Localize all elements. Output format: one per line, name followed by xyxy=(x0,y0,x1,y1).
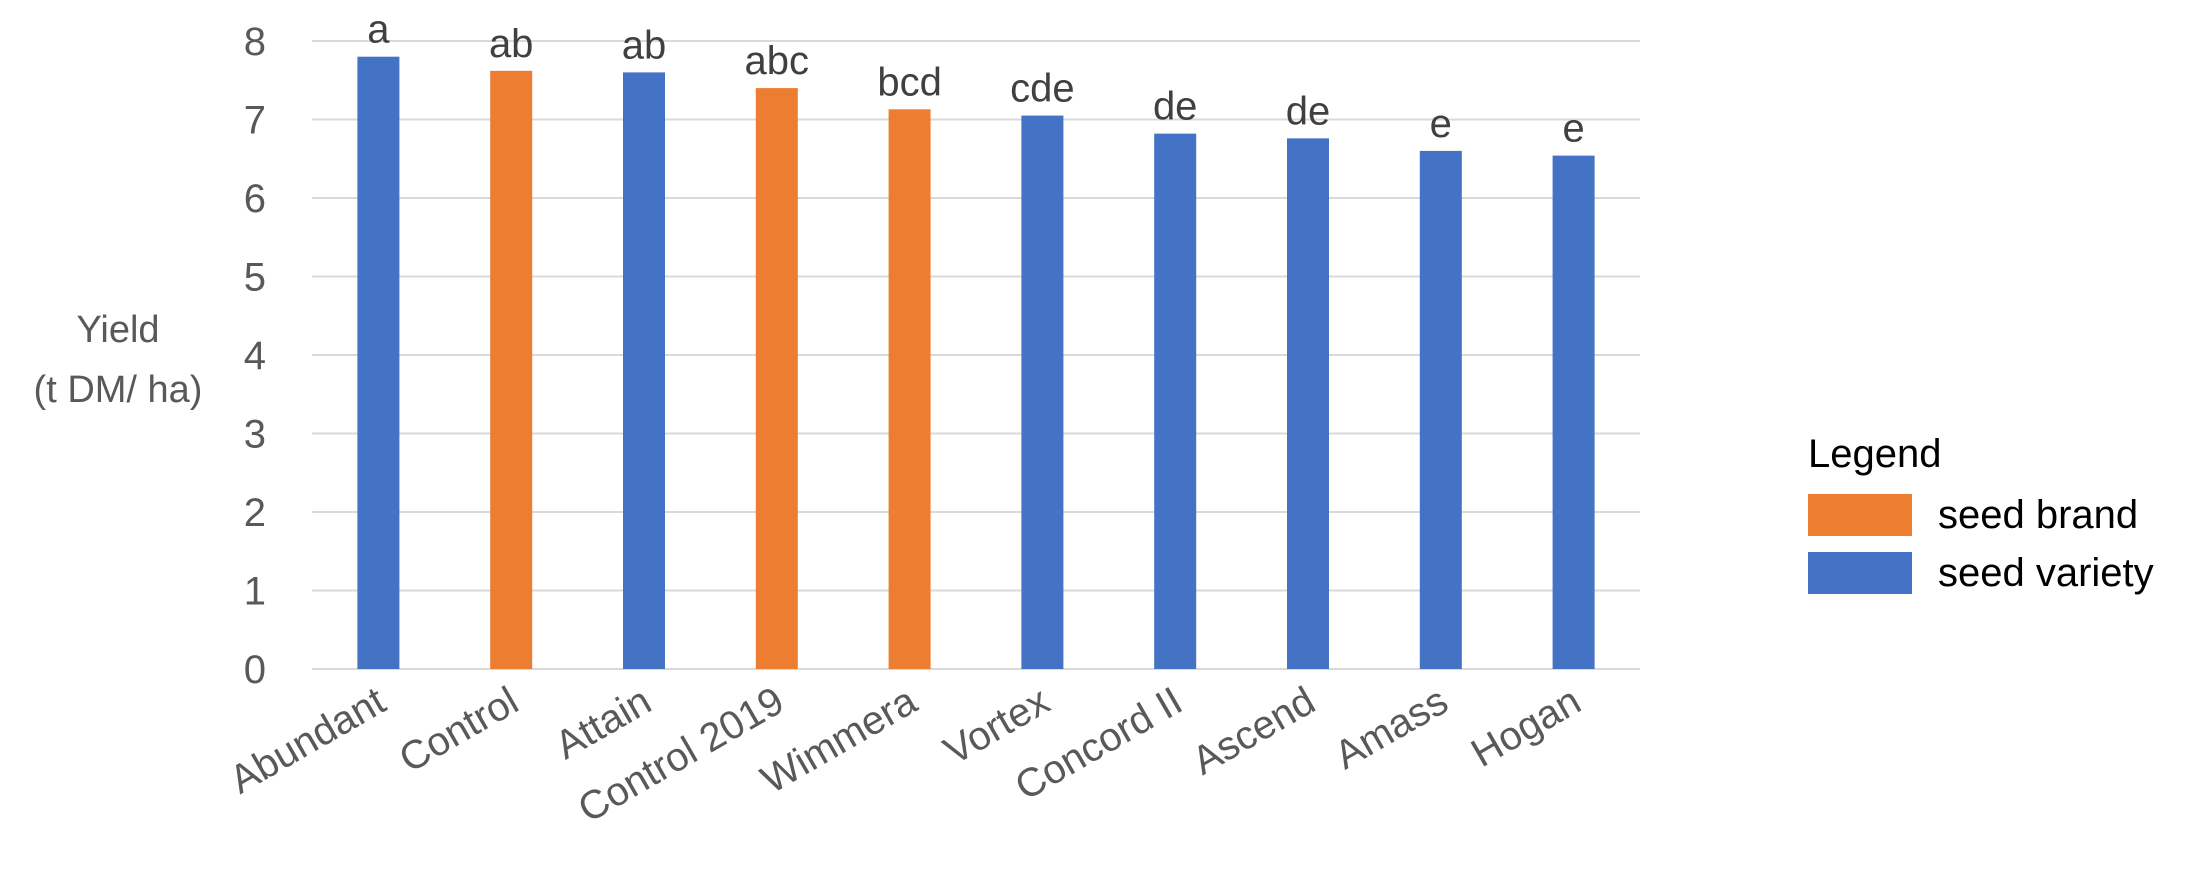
significance-letter: bcd xyxy=(877,60,942,104)
legend-swatch-seed-brand xyxy=(1808,494,1912,536)
y-tick-labels: 0 1 2 3 4 5 6 7 8 xyxy=(244,20,266,692)
significance-letter: ab xyxy=(489,22,534,66)
y-axis-label-line1: Yield xyxy=(76,309,159,351)
y-tick-label: 0 xyxy=(244,648,266,692)
significance-letter: e xyxy=(1430,102,1452,146)
y-tick-label: 4 xyxy=(244,334,266,378)
bar xyxy=(1287,138,1329,669)
significance-letter: de xyxy=(1286,89,1331,133)
significance-letter: ab xyxy=(622,23,667,67)
significance-letter: e xyxy=(1562,107,1584,151)
legend-swatch-seed-variety xyxy=(1808,552,1912,594)
legend-item-seed-variety: seed variety xyxy=(1808,545,2154,601)
y-tick-label: 2 xyxy=(244,491,266,535)
x-tick-label: Control xyxy=(392,679,526,782)
significance-letter: a xyxy=(367,8,390,52)
bar xyxy=(1021,116,1063,669)
bars xyxy=(357,57,1594,669)
y-tick-label: 3 xyxy=(244,413,266,457)
y-tick-label: 1 xyxy=(244,570,266,614)
y-tick-label: 7 xyxy=(244,99,266,143)
bar xyxy=(490,71,532,669)
y-tick-label: 5 xyxy=(244,256,266,300)
legend-label-seed-brand: seed brand xyxy=(1938,493,2138,538)
significance-letters: a ab ab abc bcd cde de de e e xyxy=(367,8,1584,151)
y-axis-label-line2: (t DM/ ha) xyxy=(34,369,203,411)
x-tick-label: Amass xyxy=(1327,679,1455,778)
legend-title: Legend xyxy=(1808,432,2154,477)
bar xyxy=(1420,151,1462,669)
x-tick-label: Hogan xyxy=(1464,679,1588,776)
bar xyxy=(1553,156,1595,669)
bar xyxy=(756,88,798,669)
legend-item-seed-brand: seed brand xyxy=(1808,487,2154,543)
legend-label-seed-variety: seed variety xyxy=(1938,551,2154,596)
x-tick-label: Ascend xyxy=(1185,679,1323,784)
bar xyxy=(889,109,931,669)
bar xyxy=(357,57,399,669)
legend: Legend seed brand seed variety xyxy=(1808,432,2154,603)
x-tick-label: Abundant xyxy=(223,679,393,803)
bar xyxy=(1154,134,1196,669)
bar xyxy=(623,72,665,669)
y-tick-label: 8 xyxy=(244,20,266,64)
significance-letter: de xyxy=(1153,85,1198,129)
significance-letter: cde xyxy=(1010,67,1075,111)
y-tick-label: 6 xyxy=(244,177,266,221)
significance-letter: abc xyxy=(745,39,810,83)
